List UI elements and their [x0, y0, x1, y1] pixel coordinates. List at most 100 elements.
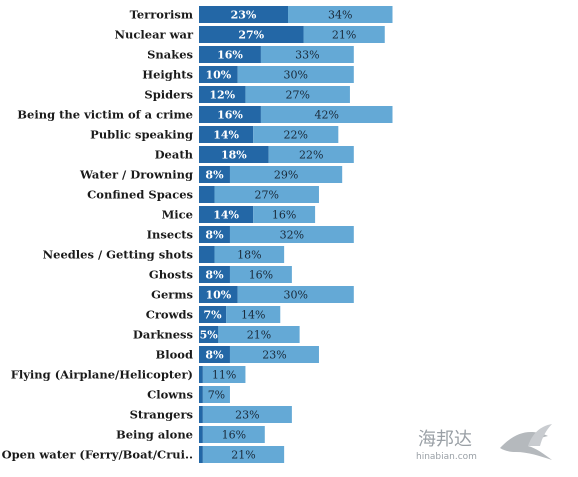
bar-segment-light — [237, 66, 354, 83]
bar-segment-dark — [199, 166, 230, 183]
category-label: Open water (Ferry/Boat/Crui.. — [2, 448, 193, 462]
bar-segment-light — [202, 446, 285, 463]
category-label: Snakes — [147, 48, 193, 62]
bar-segment-dark — [199, 26, 304, 43]
bar-segment-light — [245, 86, 350, 103]
bar-row: Blood 8% 23% — [156, 346, 319, 363]
data-label-dark: 10% — [205, 69, 231, 82]
bar-segment-light — [260, 106, 393, 123]
data-label-light: 30% — [284, 289, 308, 302]
bar-row: Water / Drowning 8% 29% — [79, 166, 343, 183]
bar-segment-light — [202, 366, 246, 383]
data-label-light: 22% — [299, 149, 323, 162]
category-label: Mice — [162, 208, 193, 222]
category-label: Being the victim of a crime — [17, 108, 193, 122]
data-label-light: 7% — [208, 389, 225, 402]
data-label-dark: 7% — [203, 309, 222, 322]
category-label: Ghosts — [149, 268, 193, 282]
bar-segment-dark — [199, 186, 215, 203]
bar-segment-light — [253, 206, 316, 223]
bird-logo-icon — [500, 424, 552, 460]
data-label-light: 23% — [262, 349, 286, 362]
category-label: Nuclear war — [115, 28, 194, 42]
bar-row: Insects 8% 32% — [147, 226, 354, 243]
bar-row: Death 18% 22% — [155, 146, 354, 163]
data-label-light: 16% — [222, 429, 246, 442]
watermark-english-text: hinabian.com — [416, 452, 477, 462]
data-label-dark: 12% — [209, 89, 235, 102]
bar-segment-light — [288, 6, 393, 23]
data-label-light: 16% — [249, 269, 273, 282]
category-label: Water / Drowning — [79, 168, 193, 182]
bar-segment-dark — [199, 286, 238, 303]
bar-segment-light — [202, 426, 265, 443]
bar-row: Public speaking 14% 22% — [90, 126, 339, 143]
category-label: Crowds — [146, 308, 193, 322]
bar-row: Nuclear war 27% 21% — [115, 26, 385, 43]
data-label-light: 23% — [235, 409, 259, 422]
bar-segment-light — [237, 286, 354, 303]
category-label: Being alone — [116, 428, 193, 442]
bar-segment-light — [229, 346, 319, 363]
category-label: Needles / Getting shots — [43, 248, 193, 262]
bar-segment-dark — [199, 246, 215, 263]
bar-segment-dark — [199, 226, 230, 243]
data-label-dark: 8% — [205, 349, 224, 362]
data-label-light: 22% — [284, 129, 308, 142]
category-label: Flying (Airplane/Helicopter) — [11, 368, 193, 382]
bar-row: Confined Spaces 27% — [87, 186, 319, 203]
bar-row: Spiders 12% 27% — [144, 86, 350, 103]
bar-row: Needles / Getting shots 18% — [43, 246, 285, 263]
bar-segment-light — [260, 46, 354, 63]
bar-segment-dark — [199, 46, 261, 63]
bar-segment-dark — [199, 126, 254, 143]
category-label: Strangers — [130, 408, 193, 422]
bar-segment-dark — [199, 66, 238, 83]
category-label: Public speaking — [90, 128, 193, 142]
data-label-dark: 8% — [205, 229, 224, 242]
category-label: Clowns — [147, 388, 193, 402]
data-label-light: 30% — [284, 69, 308, 82]
bar-segment-light — [303, 26, 385, 43]
bar-segment-dark — [199, 86, 246, 103]
bar-row: Flying (Airplane/Helicopter) 11% — [11, 366, 246, 383]
bar-row: Clowns 7% — [147, 386, 230, 403]
category-label: Insects — [147, 228, 193, 242]
bar-row: Germs 10% 30% — [151, 286, 354, 303]
bar-segment-dark — [199, 266, 230, 283]
category-label: Blood — [156, 348, 193, 362]
data-label-light: 11% — [212, 369, 236, 382]
category-label: Darkness — [133, 328, 193, 342]
data-label-light: 33% — [295, 49, 319, 62]
data-label-light: 34% — [328, 9, 352, 22]
bar-segment-dark — [199, 426, 203, 443]
data-label-light: 21% — [247, 329, 271, 342]
data-label-dark: 14% — [213, 129, 239, 142]
bar-row: Snakes 16% 33% — [147, 46, 354, 63]
bar-row: Heights 10% 30% — [142, 66, 354, 83]
category-label: Germs — [151, 288, 193, 302]
category-label: Terrorism — [130, 8, 193, 22]
bar-segment-light — [229, 226, 354, 243]
bar-row: Crowds 7% 14% — [146, 306, 281, 323]
category-label: Death — [155, 148, 194, 162]
bar-segment-light — [268, 146, 354, 163]
data-label-light: 21% — [231, 449, 255, 462]
bar-row: Terrorism 23% 34% — [130, 6, 393, 23]
bar-segment-light — [214, 186, 319, 203]
bar-segment-light — [218, 326, 300, 343]
data-label-light: 29% — [274, 169, 298, 182]
bar-segment-dark — [199, 386, 203, 403]
data-label-dark: 8% — [205, 269, 224, 282]
data-label-light: 27% — [285, 89, 309, 102]
data-label-dark: 16% — [217, 49, 243, 62]
bar-segment-dark — [199, 106, 261, 123]
bar-segment-light — [214, 246, 285, 263]
category-label: Spiders — [144, 88, 193, 102]
bar-row: Mice 14% 16% — [162, 206, 316, 223]
bar-segment-light — [202, 406, 292, 423]
bar-segment-light — [253, 126, 339, 143]
data-label-dark: 18% — [221, 149, 247, 162]
data-label-dark: 10% — [205, 289, 231, 302]
